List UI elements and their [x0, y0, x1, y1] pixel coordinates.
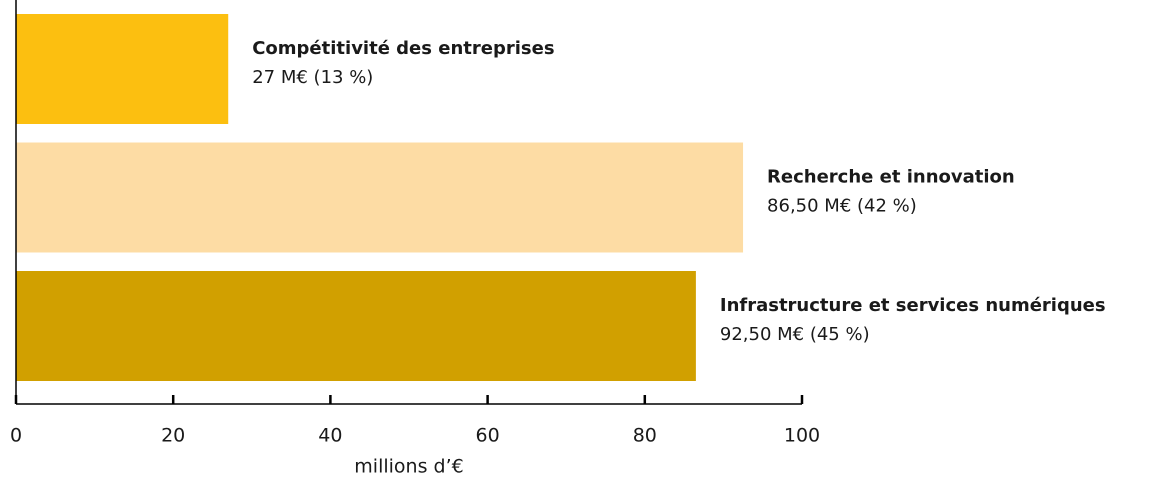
bar [16, 271, 696, 381]
bar-value-label: 92,50 M€ (45 %) [720, 324, 870, 345]
bar-value-label: 27 M€ (13 %) [252, 67, 373, 88]
x-tick-label: 20 [161, 425, 185, 447]
x-tick-label: 40 [318, 425, 342, 447]
bar-category-label: Infrastructure et services numériques [720, 295, 1106, 316]
bar-category-label: Compétitivité des entreprises [252, 38, 554, 59]
bar-value-label: 86,50 M€ (42 %) [767, 196, 917, 217]
x-axis-label: millions d’€ [354, 456, 463, 477]
bar-category-label: Recherche et innovation [767, 167, 1015, 188]
bar [16, 142, 744, 253]
x-tick-label: 60 [476, 425, 500, 447]
x-tick-label: 100 [784, 425, 820, 447]
x-tick-label: 0 [10, 425, 22, 447]
bar [16, 14, 229, 124]
x-tick-label: 80 [633, 425, 657, 447]
